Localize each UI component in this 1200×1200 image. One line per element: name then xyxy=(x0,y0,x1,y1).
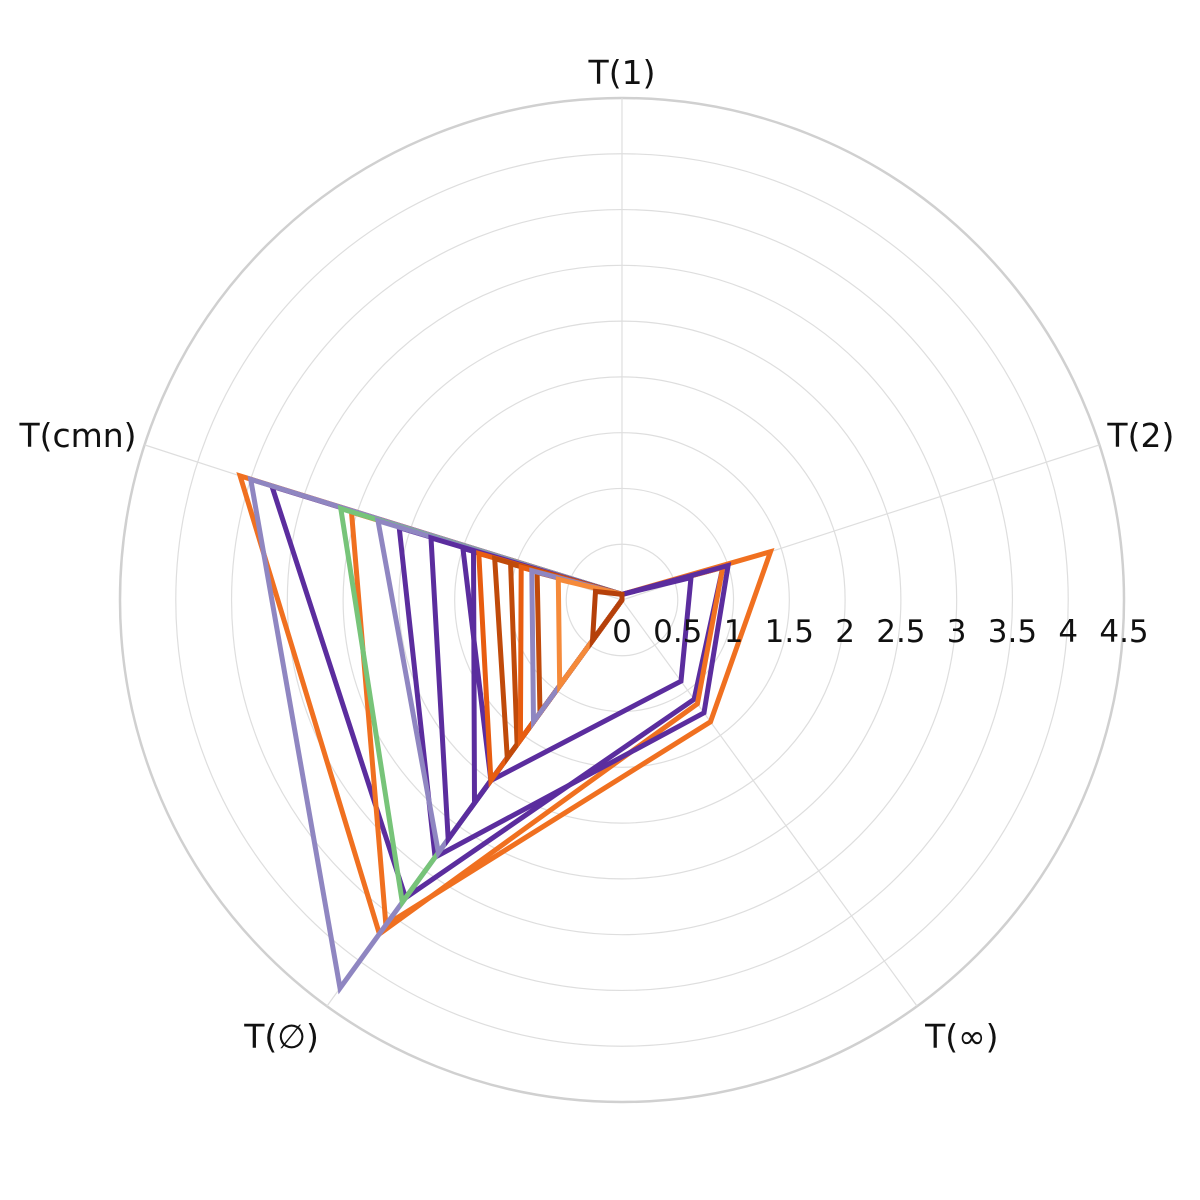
axis-label: T(∅) xyxy=(243,1017,319,1056)
axis-label: T(cmn) xyxy=(18,416,136,455)
radial-tick-label: 4.5 xyxy=(1099,614,1148,650)
series-polygon xyxy=(247,475,625,995)
radial-tick-label: 3.5 xyxy=(988,614,1037,650)
radial-tick-label: 2.5 xyxy=(876,614,925,650)
radial-tick-label: 4 xyxy=(1058,614,1078,650)
radar-series xyxy=(236,472,775,995)
series-polygon xyxy=(589,588,625,650)
radial-tick-label: 0.5 xyxy=(653,614,702,650)
radial-tick-label: 2 xyxy=(835,614,855,650)
radial-tick-label: 1.5 xyxy=(765,614,814,650)
axis-label: T(∞) xyxy=(924,1017,998,1056)
axis-labels: T(1) T(2) T(∞) T(∅) T(cmn) xyxy=(18,53,1174,1056)
radial-tick-label: 1 xyxy=(724,614,744,650)
radial-ticks: 0 0.5 1 1.5 2 2.5 3 3.5 4 4.5 xyxy=(612,614,1149,650)
radar-grid xyxy=(118,96,1126,1104)
radial-tick-label: 3 xyxy=(947,614,967,650)
axis-label: T(2) xyxy=(1106,416,1174,455)
grid-spoke xyxy=(621,599,918,1007)
axis-label: T(1) xyxy=(588,53,656,92)
radial-tick-label: 0 xyxy=(612,614,632,650)
